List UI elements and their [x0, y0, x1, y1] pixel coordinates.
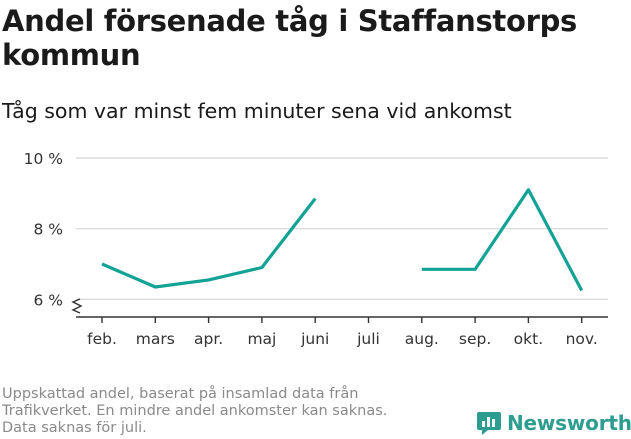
chart-subtitle: Tåg som var minst fem minuter sena vid a…	[2, 99, 512, 123]
x-axis	[71, 298, 608, 323]
x-tick-label: okt.	[514, 330, 543, 348]
x-tick-label: nov.	[566, 330, 598, 348]
gridlines	[76, 157, 608, 301]
y-tick-label: 6 %	[33, 291, 63, 309]
x-axis-labels: feb. mars apr. maj juni juli aug. sep. okt. nov.	[87, 330, 598, 348]
newsworthy-logo: Newsworthy	[476, 409, 631, 437]
x-tick-label: apr.	[194, 330, 223, 348]
series-line-segment-2	[421, 188, 584, 292]
y-axis-labels: 6 % 8 % 10 %	[24, 150, 63, 309]
x-tick-label: feb.	[87, 330, 117, 348]
y-tick-label: 10 %	[24, 150, 63, 168]
axis-break-mark	[71, 298, 83, 314]
footnote-line-2: Trafikverket. En mindre andel ankomster …	[2, 403, 388, 419]
footnote-line-1: Uppskattad andel, baserat på insamlad da…	[2, 386, 359, 402]
x-tick-label: mars	[136, 330, 175, 348]
x-tick-label: juli	[356, 330, 380, 348]
bar-chart-icon	[477, 412, 501, 435]
y-tick-label: 8 %	[33, 221, 63, 239]
brand-name: Newsworthy	[507, 411, 631, 435]
footnote-line-3: Data saknas för juli.	[2, 420, 147, 436]
series-lines	[101, 188, 584, 292]
x-tick-label: juni	[300, 330, 329, 348]
chart-title: Andel försenade tåg i Staffanstorps komm…	[2, 4, 578, 72]
x-tick-label: aug.	[405, 330, 439, 348]
footnote: Uppskattad andel, baserat på insamlad da…	[2, 386, 442, 437]
series-line-segment-1	[101, 197, 317, 289]
x-tick-label: maj	[247, 330, 276, 348]
x-tick-label: sep.	[459, 330, 491, 348]
